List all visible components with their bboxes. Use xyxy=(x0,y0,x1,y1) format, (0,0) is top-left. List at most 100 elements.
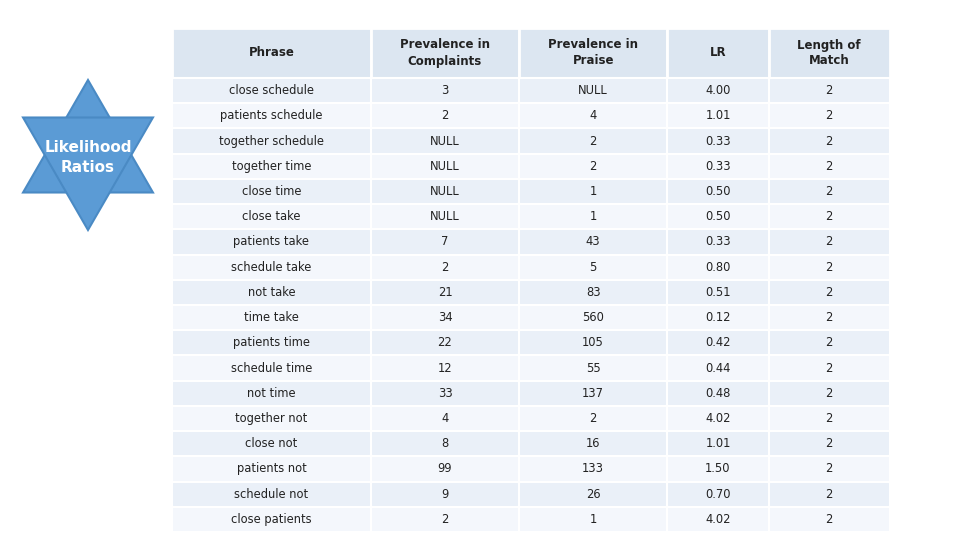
FancyBboxPatch shape xyxy=(519,330,667,355)
FancyBboxPatch shape xyxy=(769,78,890,103)
Text: 9: 9 xyxy=(442,488,448,501)
Text: 0.12: 0.12 xyxy=(706,311,731,324)
Text: 4.02: 4.02 xyxy=(706,513,731,526)
FancyBboxPatch shape xyxy=(769,330,890,355)
FancyBboxPatch shape xyxy=(769,456,890,482)
FancyBboxPatch shape xyxy=(519,355,667,381)
Text: 55: 55 xyxy=(586,362,601,375)
FancyBboxPatch shape xyxy=(519,305,667,330)
Text: 2: 2 xyxy=(589,134,597,147)
Text: 0.70: 0.70 xyxy=(706,488,731,501)
FancyBboxPatch shape xyxy=(371,78,519,103)
Text: 2: 2 xyxy=(826,362,833,375)
FancyBboxPatch shape xyxy=(371,431,519,456)
Text: 1: 1 xyxy=(589,185,597,198)
FancyBboxPatch shape xyxy=(769,179,890,204)
FancyBboxPatch shape xyxy=(519,28,667,78)
Text: Prevalence in
Praise: Prevalence in Praise xyxy=(548,38,638,68)
Text: NULL: NULL xyxy=(430,210,460,223)
FancyBboxPatch shape xyxy=(519,254,667,280)
Text: 2: 2 xyxy=(826,387,833,400)
Text: 133: 133 xyxy=(582,462,604,475)
Text: 26: 26 xyxy=(586,488,601,501)
Text: 34: 34 xyxy=(438,311,452,324)
FancyBboxPatch shape xyxy=(371,28,519,78)
FancyBboxPatch shape xyxy=(172,129,371,154)
Text: close take: close take xyxy=(242,210,300,223)
FancyBboxPatch shape xyxy=(667,280,769,305)
Text: 83: 83 xyxy=(586,286,601,299)
Text: Phrase: Phrase xyxy=(249,46,295,59)
FancyBboxPatch shape xyxy=(172,406,371,431)
FancyBboxPatch shape xyxy=(769,406,890,431)
FancyBboxPatch shape xyxy=(667,507,769,532)
Text: NULL: NULL xyxy=(430,160,460,173)
FancyBboxPatch shape xyxy=(371,456,519,482)
FancyBboxPatch shape xyxy=(667,154,769,179)
FancyBboxPatch shape xyxy=(172,103,371,129)
FancyBboxPatch shape xyxy=(667,28,769,78)
FancyBboxPatch shape xyxy=(371,103,519,129)
Text: close schedule: close schedule xyxy=(228,84,314,97)
Text: 3: 3 xyxy=(442,84,448,97)
FancyBboxPatch shape xyxy=(371,406,519,431)
FancyBboxPatch shape xyxy=(371,230,519,254)
Text: not take: not take xyxy=(248,286,296,299)
FancyBboxPatch shape xyxy=(172,230,371,254)
Text: 2: 2 xyxy=(826,235,833,248)
FancyBboxPatch shape xyxy=(769,129,890,154)
Text: Ratios: Ratios xyxy=(61,160,115,176)
FancyBboxPatch shape xyxy=(667,381,769,406)
Text: 1.50: 1.50 xyxy=(706,462,731,475)
Text: close patients: close patients xyxy=(231,513,312,526)
Text: schedule not: schedule not xyxy=(234,488,308,501)
FancyBboxPatch shape xyxy=(371,280,519,305)
FancyBboxPatch shape xyxy=(667,204,769,230)
FancyBboxPatch shape xyxy=(371,129,519,154)
Text: 1.01: 1.01 xyxy=(706,437,731,450)
Text: 33: 33 xyxy=(438,387,452,400)
FancyBboxPatch shape xyxy=(667,230,769,254)
FancyBboxPatch shape xyxy=(371,305,519,330)
FancyBboxPatch shape xyxy=(667,355,769,381)
Text: Likelihood: Likelihood xyxy=(44,139,132,154)
FancyBboxPatch shape xyxy=(519,129,667,154)
FancyBboxPatch shape xyxy=(769,280,890,305)
FancyBboxPatch shape xyxy=(519,507,667,532)
FancyBboxPatch shape xyxy=(172,78,371,103)
Text: together schedule: together schedule xyxy=(219,134,324,147)
FancyBboxPatch shape xyxy=(769,230,890,254)
FancyBboxPatch shape xyxy=(667,406,769,431)
Text: 2: 2 xyxy=(826,462,833,475)
Text: 0.80: 0.80 xyxy=(706,261,731,274)
Text: 0.50: 0.50 xyxy=(706,210,731,223)
Text: 16: 16 xyxy=(586,437,600,450)
Text: 1: 1 xyxy=(589,210,597,223)
Text: 21: 21 xyxy=(438,286,452,299)
FancyBboxPatch shape xyxy=(769,254,890,280)
FancyBboxPatch shape xyxy=(519,78,667,103)
Text: patients take: patients take xyxy=(233,235,309,248)
FancyBboxPatch shape xyxy=(371,482,519,507)
FancyBboxPatch shape xyxy=(172,482,371,507)
Text: 2: 2 xyxy=(826,412,833,425)
Text: 5: 5 xyxy=(589,261,597,274)
Text: 0.48: 0.48 xyxy=(706,387,731,400)
Text: 0.33: 0.33 xyxy=(706,160,731,173)
Text: NULL: NULL xyxy=(430,134,460,147)
FancyBboxPatch shape xyxy=(172,154,371,179)
Text: 1.01: 1.01 xyxy=(706,109,731,123)
Text: 2: 2 xyxy=(826,160,833,173)
FancyBboxPatch shape xyxy=(769,507,890,532)
FancyBboxPatch shape xyxy=(172,381,371,406)
FancyBboxPatch shape xyxy=(667,330,769,355)
FancyBboxPatch shape xyxy=(172,254,371,280)
Text: 2: 2 xyxy=(589,412,597,425)
Text: 4: 4 xyxy=(442,412,448,425)
Text: Length of
Match: Length of Match xyxy=(798,38,861,68)
Text: 0.33: 0.33 xyxy=(706,235,731,248)
FancyBboxPatch shape xyxy=(371,179,519,204)
Text: 22: 22 xyxy=(438,336,452,349)
Text: patients schedule: patients schedule xyxy=(220,109,323,123)
Text: 0.50: 0.50 xyxy=(706,185,731,198)
